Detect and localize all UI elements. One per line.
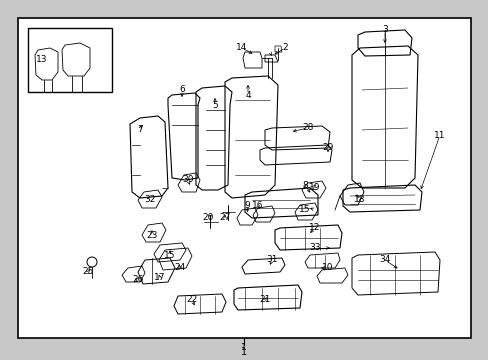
Text: 27: 27 [219,213,230,222]
Text: 22: 22 [186,296,197,305]
Text: 13: 13 [36,55,48,64]
Text: 16: 16 [252,201,263,210]
Text: 33: 33 [308,243,320,252]
Text: 2: 2 [282,44,287,53]
Text: 15: 15 [164,251,175,260]
Text: 4: 4 [244,90,250,99]
Text: 17: 17 [154,274,165,283]
Text: 7: 7 [137,126,142,135]
Text: 20: 20 [202,213,213,222]
Text: 11: 11 [433,130,445,139]
Text: 21: 21 [259,296,270,305]
Text: 32: 32 [144,195,155,204]
Text: 26: 26 [132,275,143,284]
Text: 8: 8 [302,180,307,189]
Text: 12: 12 [309,224,320,233]
Text: 19: 19 [308,184,320,193]
Text: 24: 24 [174,264,185,273]
Text: 1: 1 [241,347,246,357]
Text: 5: 5 [212,100,218,109]
Text: 31: 31 [265,256,277,265]
Text: 18: 18 [353,195,365,204]
Text: 6: 6 [179,85,184,94]
Text: 29: 29 [322,144,333,153]
Bar [28,28,112,92]
Text: 34: 34 [379,256,390,265]
Text: 10: 10 [322,264,333,273]
Text: 23: 23 [146,230,157,239]
Text: 28: 28 [302,123,313,132]
Text: 1: 1 [241,343,246,352]
Text: 3: 3 [381,26,387,35]
Text: 25: 25 [82,267,94,276]
Text: 14: 14 [236,44,247,53]
Bar [18,18,470,338]
Text: 9: 9 [244,201,249,210]
Text: 15: 15 [299,206,310,215]
Text: 30: 30 [182,175,193,184]
